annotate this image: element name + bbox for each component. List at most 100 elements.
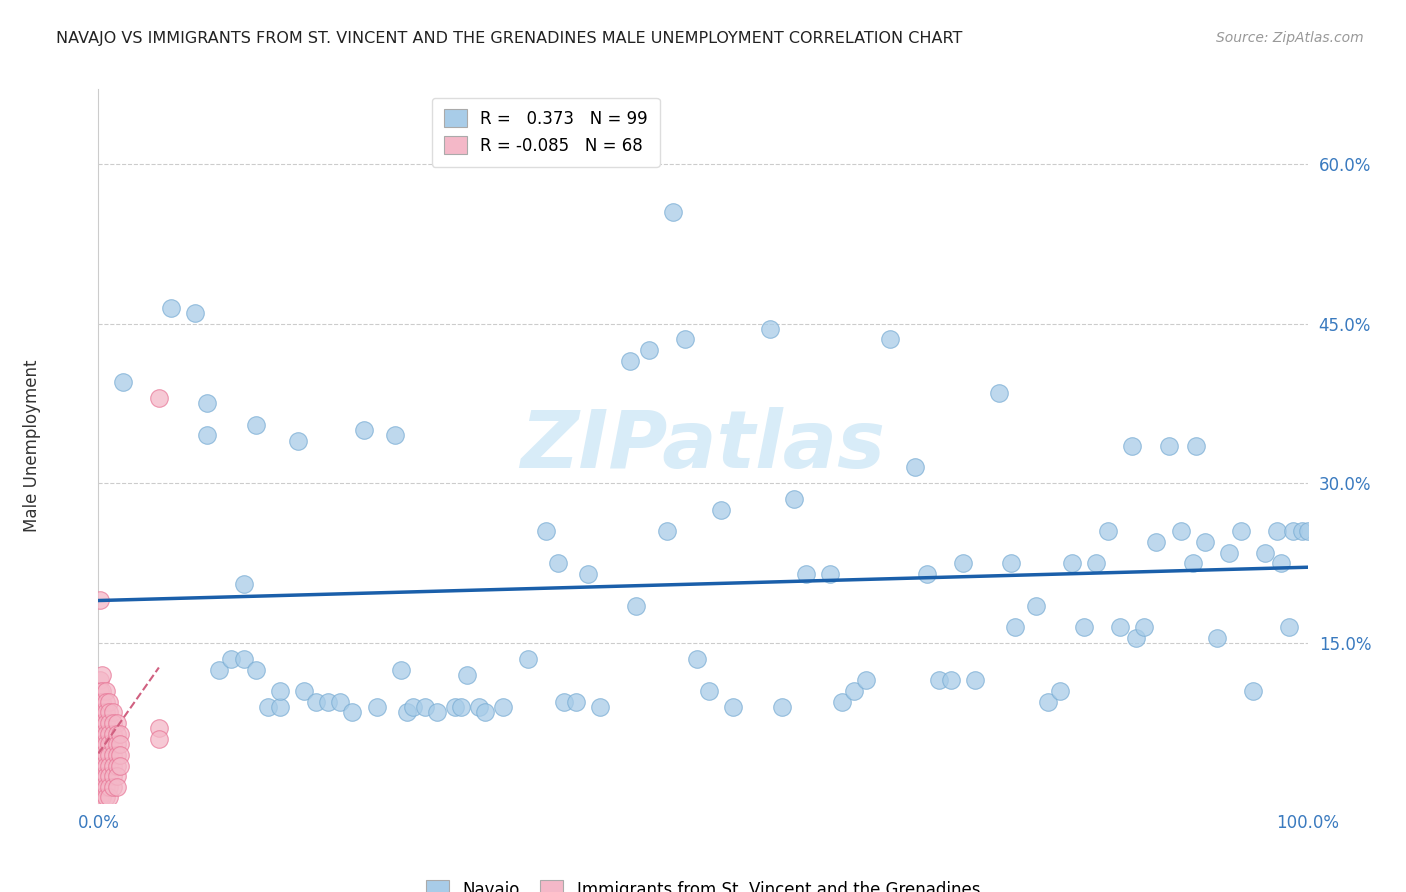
- Point: [148, 721, 170, 735]
- Point: [342, 706, 364, 720]
- Point: [195, 396, 218, 410]
- Point: [1218, 545, 1240, 559]
- Point: [91, 737, 114, 751]
- Point: [1060, 556, 1083, 570]
- Point: [245, 663, 267, 677]
- Point: [492, 700, 515, 714]
- Point: [91, 758, 114, 772]
- Point: [1267, 524, 1289, 539]
- Point: [928, 673, 950, 688]
- Point: [89, 726, 111, 740]
- Point: [105, 747, 128, 762]
- Point: [384, 428, 406, 442]
- Point: [516, 652, 538, 666]
- Point: [89, 769, 111, 783]
- Point: [245, 417, 267, 432]
- Point: [794, 566, 817, 581]
- Point: [89, 747, 111, 762]
- Point: [105, 769, 128, 783]
- Point: [105, 758, 128, 772]
- Point: [637, 343, 659, 358]
- Point: [94, 715, 117, 730]
- Point: [232, 652, 254, 666]
- Point: [287, 434, 309, 448]
- Point: [710, 503, 733, 517]
- Point: [1206, 631, 1229, 645]
- Point: [1085, 556, 1108, 570]
- Point: [98, 706, 121, 720]
- Point: [98, 758, 121, 772]
- Text: Source: ZipAtlas.com: Source: ZipAtlas.com: [1216, 31, 1364, 45]
- Point: [101, 706, 124, 720]
- Point: [98, 737, 121, 751]
- Point: [108, 726, 131, 740]
- Point: [1024, 599, 1046, 613]
- Point: [91, 695, 114, 709]
- Point: [89, 673, 111, 688]
- Point: [89, 706, 111, 720]
- Point: [1185, 439, 1208, 453]
- Point: [232, 577, 254, 591]
- Point: [662, 204, 685, 219]
- Point: [1278, 620, 1301, 634]
- Point: [1146, 534, 1168, 549]
- Point: [195, 428, 218, 442]
- Point: [305, 695, 328, 709]
- Point: [1004, 620, 1026, 634]
- Point: [782, 492, 804, 507]
- Point: [91, 747, 114, 762]
- Point: [108, 747, 131, 762]
- Point: [879, 333, 901, 347]
- Point: [673, 333, 696, 347]
- Point: [395, 706, 418, 720]
- Point: [1282, 524, 1305, 539]
- Point: [1296, 524, 1319, 539]
- Point: [456, 668, 478, 682]
- Point: [444, 700, 467, 714]
- Point: [89, 790, 111, 805]
- Point: [939, 673, 962, 688]
- Point: [98, 790, 121, 805]
- Point: [91, 706, 114, 720]
- Point: [89, 737, 111, 751]
- Point: [98, 715, 121, 730]
- Point: [94, 758, 117, 772]
- Point: [329, 695, 352, 709]
- Text: Male Unemployment: Male Unemployment: [22, 359, 41, 533]
- Point: [855, 673, 877, 688]
- Point: [94, 695, 117, 709]
- Point: [589, 700, 612, 714]
- Point: [208, 663, 231, 677]
- Point: [534, 524, 557, 539]
- Point: [366, 700, 388, 714]
- Point: [89, 684, 111, 698]
- Text: ZIPatlas: ZIPatlas: [520, 407, 886, 485]
- Point: [94, 747, 117, 762]
- Point: [94, 726, 117, 740]
- Point: [1291, 524, 1313, 539]
- Point: [256, 700, 278, 714]
- Point: [269, 684, 291, 698]
- Legend: Navajo, Immigrants from St. Vincent and the Grenadines: Navajo, Immigrants from St. Vincent and …: [415, 868, 991, 892]
- Point: [91, 715, 114, 730]
- Point: [105, 780, 128, 794]
- Point: [844, 684, 866, 698]
- Point: [269, 700, 291, 714]
- Point: [91, 726, 114, 740]
- Point: [389, 663, 412, 677]
- Point: [1125, 631, 1147, 645]
- Point: [101, 726, 124, 740]
- Point: [89, 715, 111, 730]
- Point: [450, 700, 472, 714]
- Point: [101, 715, 124, 730]
- Point: [1133, 620, 1156, 634]
- Point: [105, 737, 128, 751]
- Text: NAVAJO VS IMMIGRANTS FROM ST. VINCENT AND THE GRENADINES MALE UNEMPLOYMENT CORRE: NAVAJO VS IMMIGRANTS FROM ST. VINCENT AN…: [56, 31, 963, 46]
- Point: [101, 769, 124, 783]
- Point: [148, 391, 170, 405]
- Point: [148, 731, 170, 746]
- Point: [94, 790, 117, 805]
- Point: [1000, 556, 1022, 570]
- Point: [565, 695, 588, 709]
- Point: [91, 668, 114, 682]
